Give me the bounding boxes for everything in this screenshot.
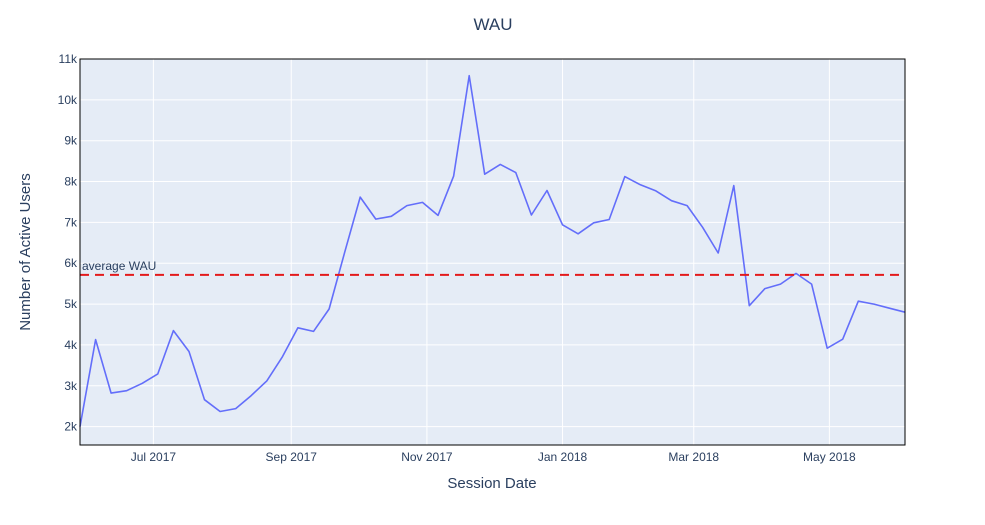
x-tick-label: Sep 2017 [266,450,318,464]
y-tick-label: 4k [64,338,78,352]
x-tick-label: Nov 2017 [401,450,453,464]
y-axis-title: Number of Active Users [17,173,34,331]
series-line-wau [79,74,906,427]
x-tick-label: May 2018 [803,450,856,464]
plot-background [80,59,905,445]
plot-frame [79,58,906,446]
gridlines [80,58,905,445]
x-tick-label: Mar 2018 [668,450,719,464]
x-tick-label: Jan 2018 [538,450,588,464]
x-tick-label: Jul 2017 [131,450,177,464]
y-tick-label: 7k [64,215,78,229]
y-tick-label: 10k [58,93,78,107]
y-tick-label: 8k [64,175,78,189]
x-axis-title: Session Date [447,475,536,492]
y-tick-label: 6k [64,256,78,270]
x-axis-ticks: Jul 2017 Sep 2017 Nov 2017 Jan 2018 Mar 2018… [131,450,856,464]
y-tick-label: 2k [64,420,78,434]
average-wau-label: average WAU [82,259,156,273]
y-tick-label: 3k [64,379,78,393]
y-tick-label: 5k [64,297,78,311]
y-axis-ticks: 2k 3k 4k 5k 6k 7k 8k 9k 10k 11k [58,52,78,434]
y-tick-label: 9k [64,134,78,148]
y-tick-label: 11k [59,52,78,66]
chart-title: WAU [473,15,512,34]
